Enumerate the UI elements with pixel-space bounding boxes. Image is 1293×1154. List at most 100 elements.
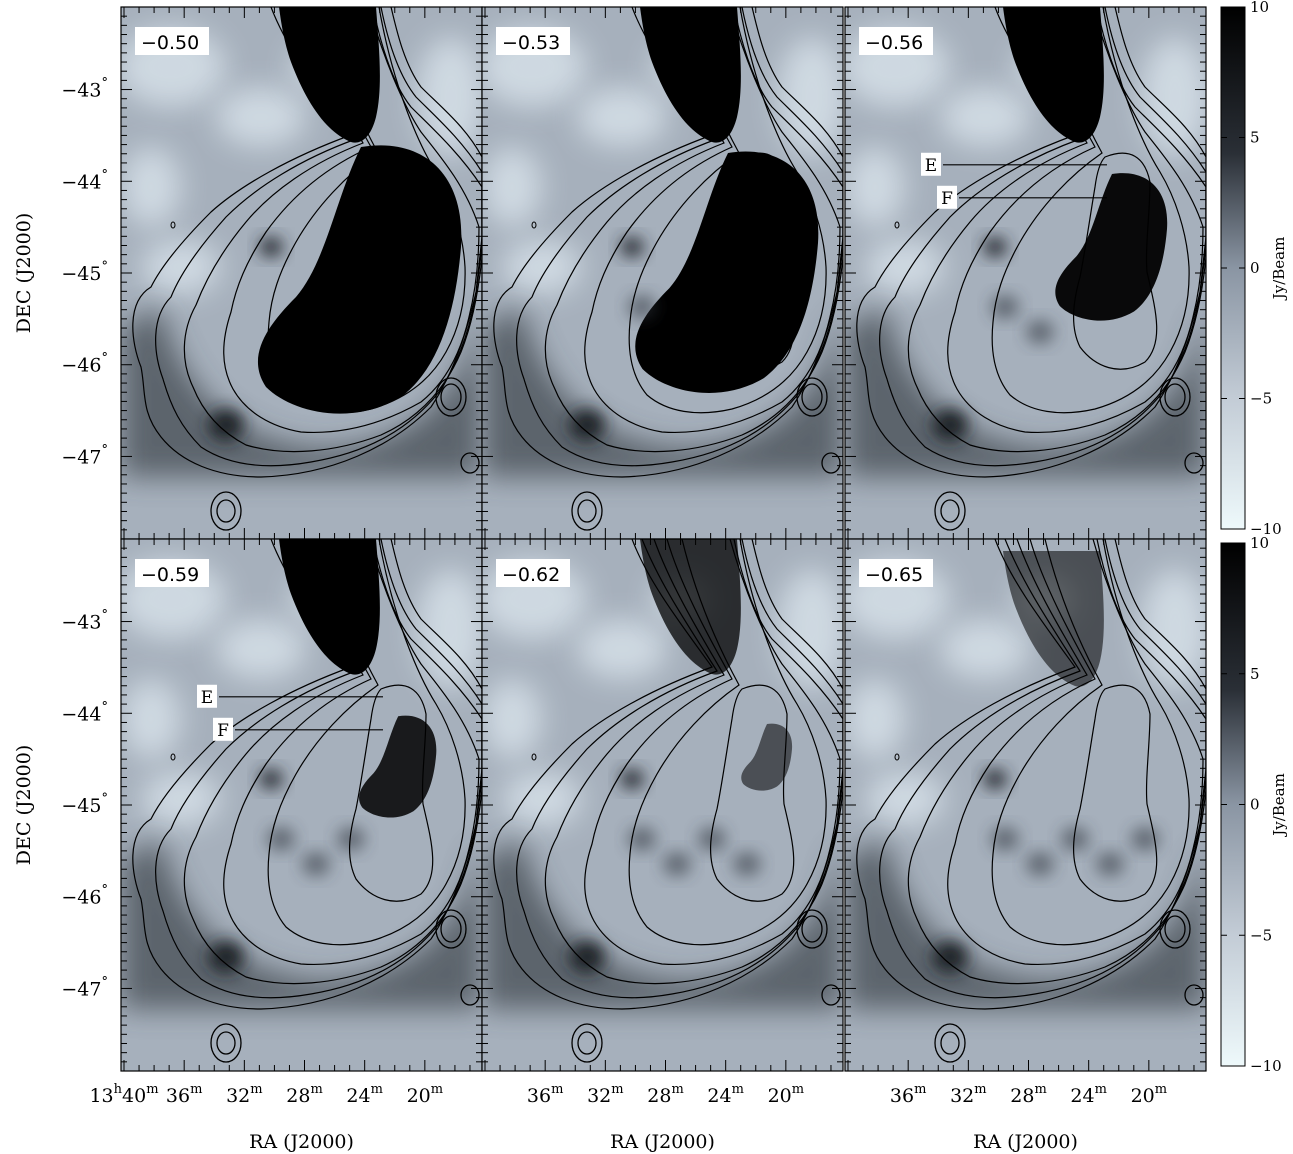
contour-line <box>628 539 827 946</box>
contour-line <box>155 539 482 999</box>
colorbar-title: Jy/Beam <box>1270 773 1288 838</box>
contour-line <box>516 7 843 467</box>
x-tick-label: 20m <box>1131 1082 1168 1107</box>
beam-ellipse <box>1159 909 1191 949</box>
x-tick-label: 28m <box>1010 1082 1047 1107</box>
panel-ticks <box>482 6 843 540</box>
colorbar-tick-label: 10 <box>1250 0 1269 16</box>
x-axis-title: RA (J2000) <box>973 1131 1078 1153</box>
panel-ticks <box>121 538 482 1072</box>
colorbar-tick-label: −5 <box>1250 390 1272 408</box>
contour-line <box>991 539 1190 946</box>
velocity-label-box <box>135 559 209 587</box>
velocity-label-box <box>135 27 209 55</box>
x-tick-label: 36m <box>527 1082 564 1107</box>
contour-line <box>1072 684 1158 902</box>
contour-line <box>856 7 1206 478</box>
contour-line <box>132 539 482 1010</box>
x-tick-label: 13h40m <box>89 1082 158 1107</box>
colorbar-title: Jy/Beam <box>1270 237 1288 302</box>
channel-panel: −0.62 <box>481 538 844 1072</box>
y-tick-label: −44° <box>61 167 108 193</box>
contour-line <box>132 7 482 478</box>
colorbar-tick-label: 5 <box>1250 665 1260 683</box>
channel-panel: EF −0.56 <box>844 6 1207 540</box>
panel-ticks <box>845 538 1206 1072</box>
x-tick-label: 32m <box>587 1082 624 1107</box>
y-tick-label: −44° <box>61 699 108 725</box>
y-axis-layer: −43° −44° −45° −46° −47° DEC (J2000) −43° −44° −… <box>13 76 108 1001</box>
marker-label: E <box>201 688 213 708</box>
panel-image: −0.62 <box>482 539 843 1071</box>
beam-ellipse <box>934 1023 966 1063</box>
contour-line <box>856 539 1206 1010</box>
beam-ellipse <box>571 1023 603 1063</box>
y-tick-label: −47° <box>61 442 108 468</box>
marker-label: E <box>925 156 937 176</box>
colorbar-tick-label: −10 <box>1250 520 1282 538</box>
contour-line <box>493 7 843 478</box>
x-axis-title: RA (J2000) <box>610 1131 715 1153</box>
velocity-label: −0.56 <box>865 32 923 54</box>
channel-panel: −0.53 <box>481 6 844 540</box>
panel-image: −0.53 <box>482 7 843 539</box>
panel-ticks <box>482 538 843 1072</box>
contour-line <box>493 539 843 1010</box>
colorbar-tick-label: 10 <box>1250 534 1269 552</box>
colorbar-bottom: 10 5 0 −5 −10 Jy/Beam <box>1220 534 1288 1075</box>
colorbar-tick-label: 0 <box>1250 259 1260 277</box>
contour-line <box>907 7 1206 453</box>
beam-ellipse <box>210 1023 242 1063</box>
beam-ellipse <box>796 377 828 417</box>
x-tick-label: 24m <box>346 1082 383 1107</box>
velocity-label: −0.53 <box>502 32 560 54</box>
contour-line <box>223 539 480 966</box>
contour-line <box>907 539 1206 985</box>
beam-ellipse <box>796 909 828 949</box>
y-axis-title: DEC (J2000) <box>13 213 35 333</box>
contour-line <box>183 7 482 453</box>
x-tick-label: 24m <box>707 1082 744 1107</box>
contour-line <box>348 684 434 902</box>
beam-ellipse <box>571 491 603 531</box>
marker-label: F <box>941 189 953 209</box>
y-tick-label: −47° <box>61 974 108 1000</box>
y-tick-label: −46° <box>61 883 108 909</box>
x-axis-title: RA (J2000) <box>249 1131 354 1153</box>
contour-line <box>709 152 795 370</box>
contour-line <box>947 7 1204 434</box>
panel-image: −0.65 <box>845 539 1206 1071</box>
contour-line <box>1072 152 1158 370</box>
beam-ellipse <box>210 491 242 531</box>
velocity-label-box <box>859 559 933 587</box>
beam-ellipse <box>435 377 467 417</box>
contour-line <box>544 539 843 985</box>
velocity-label: −0.62 <box>502 564 560 586</box>
contour-line <box>628 7 827 414</box>
channel-panel: EF −0.59 <box>120 538 483 1072</box>
panel-image: −0.50 <box>121 7 482 539</box>
contour-line <box>544 7 843 453</box>
x-tick-label: 20m <box>768 1082 805 1107</box>
contour-line <box>584 7 841 434</box>
beam-ellipse <box>1159 377 1191 417</box>
colorbar-tick-label: 0 <box>1250 796 1260 814</box>
marker-label: F <box>217 721 229 741</box>
colorbar-tick-label: 5 <box>1250 129 1260 147</box>
y-axis-title: DEC (J2000) <box>13 745 35 865</box>
x-tick-label: 32m <box>950 1082 987 1107</box>
contour-line <box>709 684 795 902</box>
contour-line <box>348 152 434 370</box>
colorbar-tick-label: −10 <box>1250 1057 1282 1075</box>
velocity-label: −0.65 <box>865 564 923 586</box>
y-tick-label: −45° <box>61 791 108 817</box>
beam-ellipse <box>934 491 966 531</box>
x-tick-label: 24m <box>1070 1082 1107 1107</box>
panel-ticks <box>845 6 1206 540</box>
contour-line <box>267 7 466 414</box>
channel-panel: −0.50 <box>120 6 483 540</box>
panel-image: EF −0.56 <box>845 7 1206 539</box>
velocity-label-box <box>496 559 570 587</box>
